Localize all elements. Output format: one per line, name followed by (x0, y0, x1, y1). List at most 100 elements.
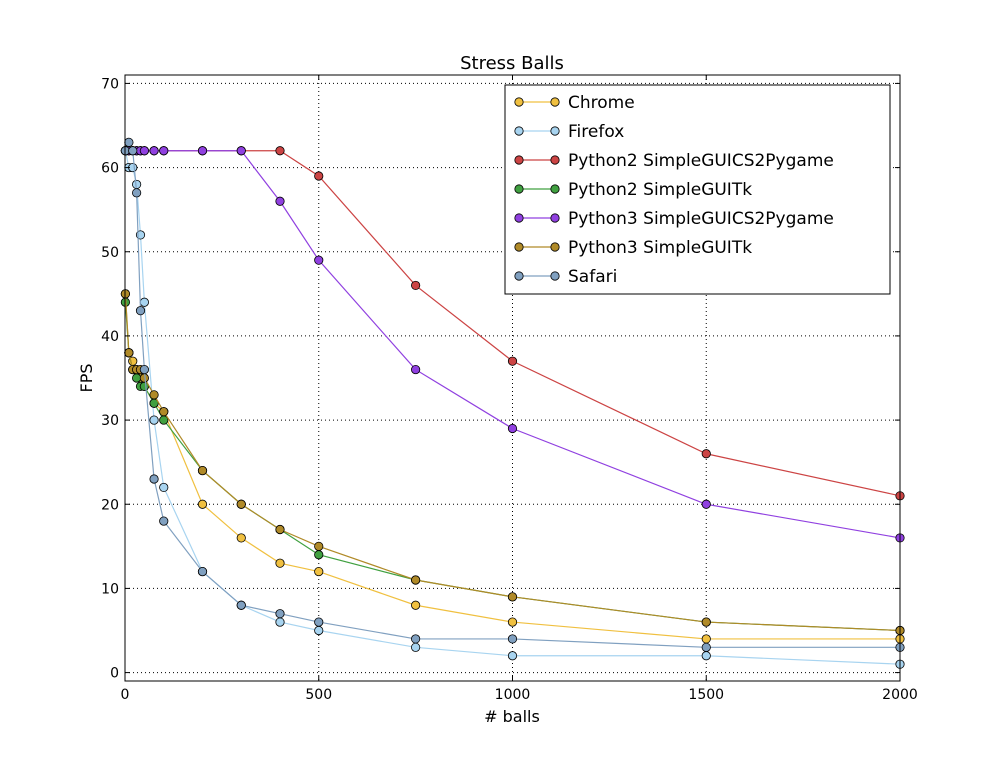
data-point (128, 146, 138, 156)
data-point (275, 558, 285, 568)
chart-title: Stress Balls (460, 53, 564, 74)
legend-label: Python2 SimpleGUITk (568, 180, 752, 200)
y-tick-label: 70 (101, 76, 119, 92)
data-point (236, 146, 246, 156)
data-point (159, 146, 169, 156)
legend-label: Chrome (568, 93, 635, 113)
data-point (139, 364, 149, 375)
data-point (159, 482, 169, 493)
legend-marker (550, 155, 560, 165)
legend-marker (550, 242, 560, 252)
data-point (149, 390, 159, 400)
data-point (701, 499, 711, 509)
x-tick-label: 1000 (495, 687, 531, 703)
data-point (701, 634, 711, 644)
legend-marker (514, 97, 524, 107)
data-point (149, 474, 159, 484)
data-point (124, 137, 134, 147)
x-tick-label: 500 (305, 687, 332, 703)
legend-marker (514, 271, 524, 281)
data-point (411, 575, 421, 585)
data-point (507, 617, 518, 627)
data-point (139, 146, 149, 156)
axis-ticks: 0 500 1000 1500 2000 0 10 20 30 40 50 60 70 (101, 75, 918, 703)
series-5 (120, 289, 905, 636)
data-point (701, 642, 711, 652)
data-point (197, 499, 208, 509)
y-tick-label: 50 (101, 245, 119, 261)
data-point (314, 255, 324, 265)
data-point (197, 566, 208, 577)
data-point (314, 617, 324, 627)
y-tick-label: 60 (101, 161, 119, 177)
legend-label: Python2 SimpleGUICS2Pygame (568, 151, 834, 171)
data-point (132, 373, 142, 383)
data-point (236, 499, 246, 509)
legend-marker (550, 97, 560, 107)
data-point (132, 188, 142, 198)
y-tick-label: 40 (101, 329, 119, 345)
data-point (275, 146, 285, 156)
data-point (314, 171, 324, 181)
data-point (507, 592, 518, 602)
legend-marker (514, 242, 524, 252)
legend-marker (514, 184, 524, 194)
y-axis-label: FPS (77, 363, 96, 392)
legend-marker (550, 271, 560, 281)
data-point (507, 634, 518, 644)
data-point (135, 306, 146, 316)
legend-label: Python3 SimpleGUITk (568, 238, 752, 258)
legend-marker (550, 213, 560, 223)
data-point (275, 524, 285, 535)
data-point (275, 609, 285, 619)
data-point (411, 600, 421, 610)
legend-marker (514, 213, 524, 223)
data-point (149, 415, 159, 425)
data-point (701, 651, 711, 661)
data-point (314, 566, 324, 577)
data-point (159, 407, 169, 417)
data-point (411, 280, 421, 291)
data-point (411, 364, 421, 375)
data-point (149, 146, 159, 156)
data-point (411, 634, 421, 644)
x-axis-label: # balls (484, 707, 540, 726)
series-line (124, 293, 900, 640)
legend-marker (514, 126, 524, 136)
x-tick-label: 1500 (688, 687, 724, 703)
series-layer (120, 137, 905, 669)
data-point (275, 617, 285, 627)
legend-marker (550, 126, 560, 136)
data-point (139, 297, 149, 307)
data-point (507, 423, 518, 434)
data-point (159, 516, 169, 526)
data-point (314, 541, 324, 551)
data-point (197, 146, 208, 156)
data-point (701, 617, 711, 627)
series-6 (120, 137, 905, 652)
data-point (275, 196, 285, 206)
data-point (507, 356, 518, 366)
legend-label: Python3 SimpleGUICS2Pygame (568, 209, 834, 229)
y-tick-label: 20 (101, 497, 119, 513)
legend-marker (514, 155, 524, 165)
data-point (701, 449, 711, 459)
legend-label: Safari (568, 267, 617, 287)
data-point (124, 348, 134, 358)
data-point (314, 625, 324, 636)
data-point (411, 642, 421, 652)
legend-marker (550, 184, 560, 194)
y-tick-label: 10 (101, 581, 119, 597)
x-tick-label: 0 (121, 687, 130, 703)
data-point (236, 533, 246, 543)
y-tick-label: 0 (110, 666, 119, 682)
x-tick-label: 2000 (882, 687, 918, 703)
data-point (236, 600, 246, 610)
y-tick-label: 30 (101, 413, 119, 429)
series-3 (120, 297, 905, 636)
series-0 (120, 289, 905, 644)
data-point (507, 651, 518, 661)
legend-label: Firefox (568, 122, 624, 142)
series-line (124, 140, 900, 648)
